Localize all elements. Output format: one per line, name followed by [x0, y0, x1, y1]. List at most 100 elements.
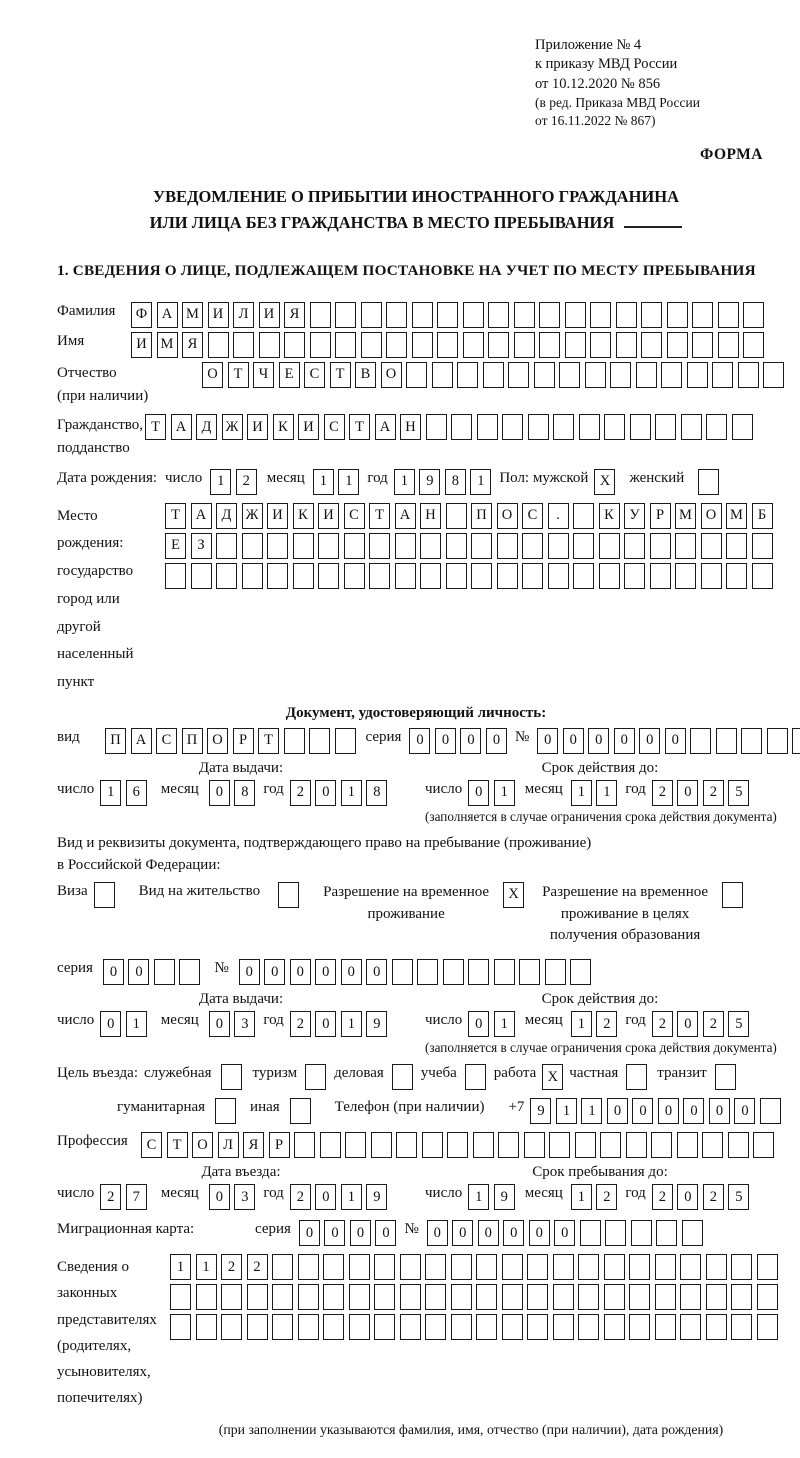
birthplace-row2-cells-cell[interactable] [547, 532, 569, 559]
phone-cells-cell[interactable]: 9 [530, 1098, 552, 1125]
stay-day-cells-cell[interactable]: 9 [493, 1184, 515, 1211]
firstname-cells-cell[interactable]: И [131, 331, 152, 358]
birthplace-row3-cells-cell[interactable] [292, 562, 314, 589]
citizenship-cells-cell[interactable]: Д [196, 414, 217, 441]
surname-cells-cell[interactable]: А [156, 301, 178, 328]
patronymic-cells-cell[interactable] [584, 361, 606, 388]
birthplace-row1-cells-cell[interactable]: М [726, 502, 747, 529]
birthplace-row2-cells-cell[interactable] [624, 532, 645, 559]
profession-cells-cell[interactable] [753, 1132, 774, 1159]
surname-cells-cell[interactable]: Ф [131, 301, 152, 328]
firstname-cells-cell[interactable] [590, 331, 611, 358]
birthplace-row1-cells-cell[interactable]: Т [165, 502, 186, 529]
birth-month-cells-cell[interactable]: 1 [338, 468, 360, 495]
residence-permit-checkbox[interactable] [278, 881, 300, 908]
surname-cells-cell[interactable] [539, 301, 560, 328]
birthplace-row2-cells-cell[interactable]: Е [165, 532, 186, 559]
representatives-row3-cells-cell[interactable] [323, 1314, 344, 1341]
citizenship-cells-cell[interactable]: Ж [221, 414, 243, 441]
sex-male-checkbox[interactable]: X [594, 468, 616, 495]
doc-issue-day-cells-cell[interactable]: 6 [125, 779, 147, 806]
representatives-row3-cells-cell[interactable] [246, 1314, 268, 1341]
representatives-row1-cells-cell[interactable] [348, 1254, 370, 1281]
birthplace-row2-cells-cell[interactable] [420, 532, 441, 559]
patronymic-cells-cell[interactable] [559, 361, 580, 388]
birthplace-row1-cells-cell[interactable]: Н [420, 502, 441, 529]
birthplace-row3-cells-cell[interactable] [241, 562, 263, 589]
profession-cells-cell[interactable]: Р [268, 1132, 290, 1159]
profession-cells-cell[interactable]: Я [243, 1132, 264, 1159]
representatives-row2-cells-cell[interactable] [629, 1284, 650, 1311]
representatives-row3-cells-cell[interactable] [527, 1314, 548, 1341]
profession-cells-cell[interactable] [472, 1132, 494, 1159]
purpose-transit-checkbox-cell[interactable] [714, 1064, 736, 1091]
res-number-cells-cell[interactable] [468, 959, 490, 986]
representatives-row3-cells-cell[interactable] [221, 1314, 242, 1341]
surname-cells-cell[interactable]: Л [233, 301, 254, 328]
res-number-cells-cell[interactable] [519, 959, 541, 986]
phone-cells-cell[interactable]: 1 [555, 1098, 577, 1125]
birthplace-row3-cells-cell[interactable] [420, 562, 441, 589]
representatives-row1-cells-cell[interactable]: 2 [246, 1254, 268, 1281]
res-number-cells-cell[interactable]: 0 [315, 959, 337, 986]
res-series-cells-cell[interactable] [179, 959, 201, 986]
birthplace-row2-cells-cell[interactable] [394, 532, 416, 559]
birthplace-row1-cells-cell[interactable]: А [190, 502, 212, 529]
citizenship-cells-cell[interactable]: Т [349, 414, 370, 441]
purpose-other-checkbox-cell[interactable] [289, 1098, 311, 1125]
birthplace-row1-cells-cell[interactable]: Т [369, 502, 390, 529]
profession-cells-cell[interactable] [447, 1132, 468, 1159]
birthplace-row2-cells-cell[interactable] [471, 532, 492, 559]
surname-cells-cell[interactable] [437, 301, 458, 328]
representatives-row1-cells-cell[interactable] [756, 1254, 778, 1281]
representatives-row1-cells-cell[interactable] [552, 1254, 574, 1281]
birthplace-row3-cells-cell[interactable] [700, 562, 722, 589]
representatives-row1-cells-cell[interactable] [297, 1254, 319, 1281]
birthplace-row2-cells-cell[interactable] [726, 532, 747, 559]
birthplace-row3-cells-cell[interactable] [598, 562, 620, 589]
citizenship-cells-cell[interactable]: Н [400, 414, 421, 441]
representatives-row2-cells-cell[interactable] [246, 1284, 268, 1311]
purpose-humanitarian-checkbox[interactable] [215, 1098, 237, 1125]
firstname-cells-cell[interactable] [309, 331, 331, 358]
patronymic-cells-cell[interactable]: Ч [253, 361, 274, 388]
doc-issue-year-cells-cell[interactable]: 0 [315, 779, 337, 806]
surname-cells-cell[interactable]: М [182, 301, 203, 328]
representatives-row2-cells-cell[interactable] [552, 1284, 574, 1311]
stay-year-cells-cell[interactable]: 0 [677, 1184, 699, 1211]
citizenship-cells-cell[interactable] [451, 414, 472, 441]
entry-year-cells-cell[interactable]: 1 [340, 1184, 362, 1211]
purpose-business-checkbox[interactable] [221, 1064, 243, 1091]
birthplace-row1-cells-cell[interactable]: М [675, 502, 696, 529]
representatives-row3-cells-cell[interactable] [731, 1314, 752, 1341]
phone-cells-cell[interactable] [759, 1098, 781, 1125]
doc-kind-cells-cell[interactable]: Т [258, 727, 279, 754]
patronymic-cells-cell[interactable] [457, 361, 478, 388]
representatives-row3-cells-cell[interactable] [374, 1314, 395, 1341]
citizenship-cells-cell[interactable] [680, 414, 702, 441]
patronymic-cells-cell[interactable]: Т [227, 361, 249, 388]
representatives-row2-cells-cell[interactable] [680, 1284, 701, 1311]
purpose-business-checkbox-cell[interactable] [221, 1064, 243, 1091]
citizenship-cells-cell[interactable] [731, 414, 753, 441]
res-expiry-month-cells-cell[interactable]: 1 [570, 1011, 592, 1038]
representatives-row3-cells-cell[interactable] [348, 1314, 370, 1341]
purpose-work-checkbox[interactable]: X [542, 1064, 564, 1091]
mc-number-cells-cell[interactable] [630, 1220, 652, 1247]
doc-expiry-year-cells-cell[interactable]: 5 [728, 779, 750, 806]
res-expiry-month-cells-cell[interactable]: 2 [596, 1011, 618, 1038]
firstname-cells-cell[interactable] [743, 331, 764, 358]
sex-female-checkbox[interactable] [698, 468, 720, 495]
birthplace-row1-cells-cell[interactable]: Б [751, 502, 773, 529]
birthplace-row2-cells-cell[interactable] [369, 532, 390, 559]
mc-number-cells-cell[interactable] [605, 1220, 627, 1247]
mc-number-cells-cell[interactable]: 0 [528, 1220, 550, 1247]
